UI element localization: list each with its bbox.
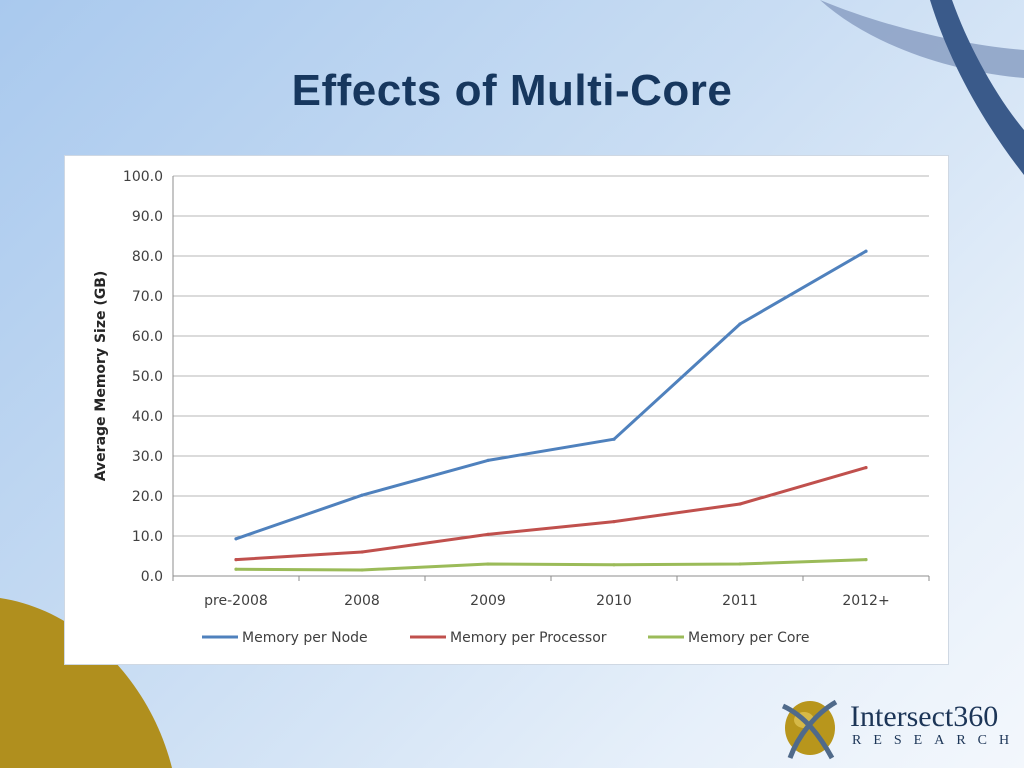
data-point <box>360 550 364 554</box>
globe-logo-icon <box>781 699 838 760</box>
data-point <box>486 562 490 566</box>
slide-title: Effects of Multi-Core <box>291 66 733 115</box>
data-point <box>864 558 868 562</box>
y-tick-label: 50.0 <box>132 369 163 385</box>
y-tick-label: 90.0 <box>132 209 163 225</box>
data-point <box>738 502 742 506</box>
legend-label: Memory per Processor <box>450 630 607 646</box>
x-tick-label: 2008 <box>344 593 380 609</box>
x-tick-label: pre-2008 <box>204 593 268 609</box>
company-logo: Intersect360 RESEARCH <box>780 696 1010 760</box>
y-tick-label: 10.0 <box>132 529 163 545</box>
data-point <box>864 466 868 470</box>
data-point <box>864 249 868 253</box>
chart-panel: 0.0 10.0 20.0 30.0 40.0 50.0 60.0 70.0 80.0 90.0 1… <box>64 155 949 665</box>
series-line <box>234 249 868 541</box>
logo-wordmark: Intersect360 <box>850 700 999 733</box>
line-chart: 0.0 10.0 20.0 30.0 40.0 50.0 60.0 70.0 80.0 90.0 1… <box>93 169 930 646</box>
legend-label: Memory per Node <box>242 630 368 646</box>
x-tick-label: 2010 <box>596 593 632 609</box>
data-point <box>738 562 742 566</box>
y-axis-label: Average Memory Size (GB) <box>93 271 109 482</box>
y-tick-label: 40.0 <box>132 409 163 425</box>
x-tick-label: 2011 <box>722 593 758 609</box>
legend-label: Memory per Core <box>688 630 810 646</box>
data-point <box>360 568 364 572</box>
y-tick-label: 60.0 <box>132 329 163 345</box>
y-tick-label: 0.0 <box>141 569 163 585</box>
decorative-swoosh-dark <box>930 0 1024 175</box>
y-tick-label: 80.0 <box>132 249 163 265</box>
decorative-gold-arc <box>0 598 172 768</box>
series-line <box>234 558 868 572</box>
x-tick-label: 2009 <box>470 593 506 609</box>
data-point <box>738 322 742 326</box>
data-point <box>612 437 616 441</box>
y-tick-label: 30.0 <box>132 449 163 465</box>
data-point <box>360 493 364 497</box>
data-point <box>234 567 238 571</box>
data-point <box>234 558 238 562</box>
data-point <box>486 532 490 536</box>
data-point <box>234 537 238 541</box>
y-tick-label: 20.0 <box>132 489 163 505</box>
x-tick-label: 2012+ <box>842 593 889 609</box>
series-line <box>234 466 868 562</box>
data-point <box>612 520 616 524</box>
y-tick-label: 100.0 <box>123 169 163 185</box>
logo-tagline: RESEARCH <box>852 733 1022 748</box>
data-point <box>486 458 490 462</box>
data-point <box>612 563 616 567</box>
y-tick-label: 70.0 <box>132 289 163 305</box>
